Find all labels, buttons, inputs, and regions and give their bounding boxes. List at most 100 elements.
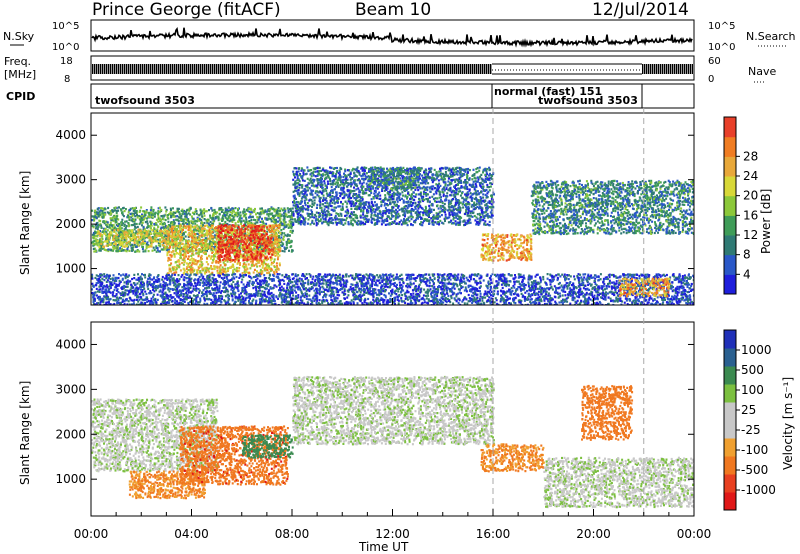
pow-cell xyxy=(261,207,263,210)
pow-cell xyxy=(206,277,209,280)
pow-cell xyxy=(274,221,277,224)
pow-cell xyxy=(235,224,238,227)
pow-cell xyxy=(179,269,182,272)
pow-cell xyxy=(323,294,325,297)
pow-cell xyxy=(163,221,166,225)
pow-cell xyxy=(500,279,503,282)
pow-cell xyxy=(271,216,274,220)
pow-cell xyxy=(216,231,219,234)
pow-cell xyxy=(234,225,236,228)
pow-cell xyxy=(201,244,204,247)
pow-cell xyxy=(210,224,213,228)
pow-cell xyxy=(117,243,120,246)
pow-cell xyxy=(262,280,265,283)
pow-cell xyxy=(189,234,192,237)
pow-cell xyxy=(103,248,106,251)
pow-cell xyxy=(131,247,134,250)
pow-cell xyxy=(212,258,215,262)
pow-cell xyxy=(103,273,106,276)
pow-cell xyxy=(253,231,256,234)
pow-cell xyxy=(122,234,125,237)
pow-cell xyxy=(238,254,240,258)
pow-cell xyxy=(291,218,294,221)
pow-cell xyxy=(104,213,107,216)
pow-cell xyxy=(203,227,206,230)
pow-cell xyxy=(206,237,209,240)
pow-cell xyxy=(254,225,257,229)
pow-cell xyxy=(182,250,185,253)
pow-cell xyxy=(145,231,148,234)
pow-cell xyxy=(193,298,196,301)
pow-cell xyxy=(242,257,245,260)
pow-cell xyxy=(224,247,227,250)
pow-cell xyxy=(185,255,188,258)
pow-cell xyxy=(172,225,175,228)
pow-cell xyxy=(91,233,94,236)
pow-cell xyxy=(248,247,251,251)
pow-cell xyxy=(222,239,225,242)
pow-cell xyxy=(197,218,199,221)
pow-cell xyxy=(496,290,499,293)
pow-cell xyxy=(176,264,179,267)
pow-cell xyxy=(251,294,254,297)
pow-cell xyxy=(232,228,235,231)
pow-cell xyxy=(255,254,258,258)
pow-cell xyxy=(190,272,193,275)
beam-title: Beam 10 xyxy=(355,0,431,20)
pow-cell xyxy=(173,253,176,256)
pow-cell xyxy=(294,274,297,277)
pow-cell xyxy=(178,243,181,246)
pow-cell xyxy=(226,226,229,229)
pow-cell xyxy=(115,279,118,283)
pow-cell xyxy=(236,229,239,232)
pow-cell xyxy=(113,242,115,246)
pow-cell xyxy=(489,282,491,286)
pow-cell xyxy=(270,257,273,260)
pow-cell xyxy=(171,295,173,299)
pow-cell xyxy=(95,238,98,241)
pow-cell xyxy=(203,218,206,221)
pow-cell xyxy=(149,209,152,212)
pow-cell xyxy=(162,241,165,245)
pow-cell xyxy=(244,268,247,271)
pow-cell xyxy=(231,263,234,266)
pow-cell xyxy=(280,214,283,218)
pow-cell xyxy=(242,236,245,239)
pow-cell xyxy=(243,230,246,233)
pow-cell xyxy=(290,227,293,230)
pow-cell xyxy=(187,242,190,245)
pow-cell xyxy=(158,217,161,220)
pow-cell xyxy=(243,214,246,217)
pow-cell xyxy=(602,289,605,292)
pow-cell xyxy=(626,297,629,300)
pow-cell xyxy=(199,270,202,273)
pow-cell xyxy=(182,295,185,298)
pow-cell xyxy=(115,249,118,253)
pow-cell xyxy=(226,253,229,256)
pow-cell xyxy=(112,249,114,252)
pow-cell xyxy=(204,224,206,227)
pow-cell xyxy=(131,231,134,234)
pow-cell xyxy=(157,214,160,217)
pow-cell xyxy=(120,231,122,234)
pow-cell xyxy=(206,231,209,234)
pow-cell xyxy=(198,266,201,269)
pow-cell xyxy=(234,230,237,233)
pow-cell xyxy=(189,258,192,261)
pow-cell xyxy=(189,226,192,229)
pow-cell xyxy=(250,253,253,256)
pow-cell xyxy=(241,225,244,228)
pow-cell xyxy=(196,269,199,272)
pow-cell xyxy=(258,213,261,216)
pow-cell xyxy=(191,211,194,214)
pow-cell xyxy=(140,232,143,235)
pow-cell xyxy=(253,249,256,253)
pow-cell xyxy=(243,224,246,227)
pow-cell xyxy=(208,267,211,270)
pow-cell xyxy=(169,211,172,214)
pow-cell xyxy=(228,248,231,251)
pow-cell xyxy=(241,226,244,229)
pow-cell xyxy=(120,237,123,240)
pow-cell xyxy=(175,210,178,213)
pow-cell xyxy=(260,254,263,257)
